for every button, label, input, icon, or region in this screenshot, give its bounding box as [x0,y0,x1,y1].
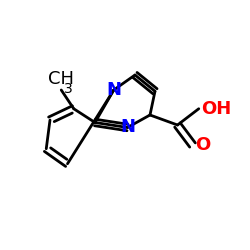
Text: CH: CH [48,70,74,87]
Text: O: O [195,136,210,154]
Text: OH: OH [201,100,232,118]
Text: N: N [106,81,121,99]
Text: N: N [120,118,135,136]
Text: 3: 3 [64,82,73,96]
